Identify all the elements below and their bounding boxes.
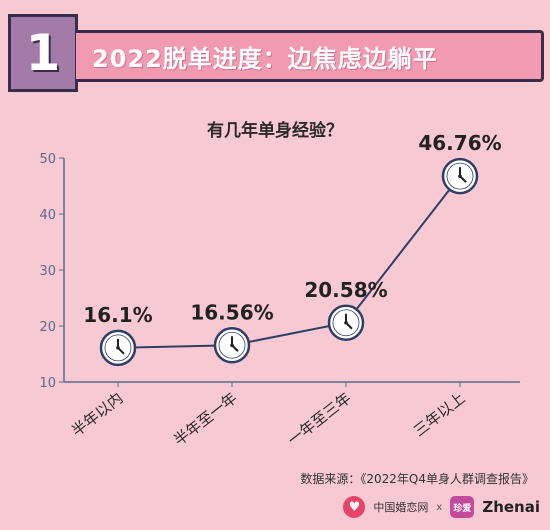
- clock-icon: [327, 304, 365, 342]
- x-tick-label: 一年至三年: [284, 389, 354, 449]
- data-label: 16.1%: [83, 303, 152, 327]
- brand1-label: 中国婚恋网: [373, 501, 429, 514]
- section-title-bar: 2022脱单进度：边焦虑边躺平: [76, 30, 544, 82]
- data-source: 数据来源：《2022年Q4单身人群调查报告》: [300, 472, 534, 486]
- y-tick-label: 40: [39, 208, 56, 223]
- footer-logos: ♥ 中国婚恋网 x 珍爱 Zhenai: [343, 494, 540, 520]
- clock-icon: [213, 327, 251, 364]
- zhenai-logo-icon: 珍爱: [450, 496, 475, 518]
- y-tick-label: 10: [39, 376, 56, 391]
- x-tick-label: 半年以内: [68, 389, 126, 440]
- x-tick-label: 三年以上: [410, 389, 468, 440]
- brand2-label: Zhenai: [482, 498, 540, 516]
- chart-title: 有几年单身经验？: [207, 121, 343, 141]
- clock-icon: [99, 329, 137, 367]
- data-label: 20.58%: [304, 278, 387, 302]
- y-tick-label: 30: [39, 264, 56, 279]
- x-tick-label: 半年至一年: [170, 389, 240, 449]
- data-label: 16.56%: [190, 300, 273, 324]
- y-tick-label: 20: [39, 320, 56, 335]
- section-title: 2022脱单进度：边焦虑边躺平: [92, 44, 438, 73]
- clock-icon: [441, 157, 479, 195]
- heart-logo-icon: ♥: [343, 496, 366, 518]
- y-tick-label: 50: [39, 152, 56, 167]
- section-number: 1: [25, 24, 61, 82]
- section-number-block: 1: [8, 14, 78, 92]
- brand-separator: x: [436, 501, 443, 513]
- section-header: 1 2022脱单进度：边焦虑边躺平: [8, 14, 544, 92]
- data-label: 46.76%: [418, 131, 501, 155]
- series-line: [117, 175, 461, 349]
